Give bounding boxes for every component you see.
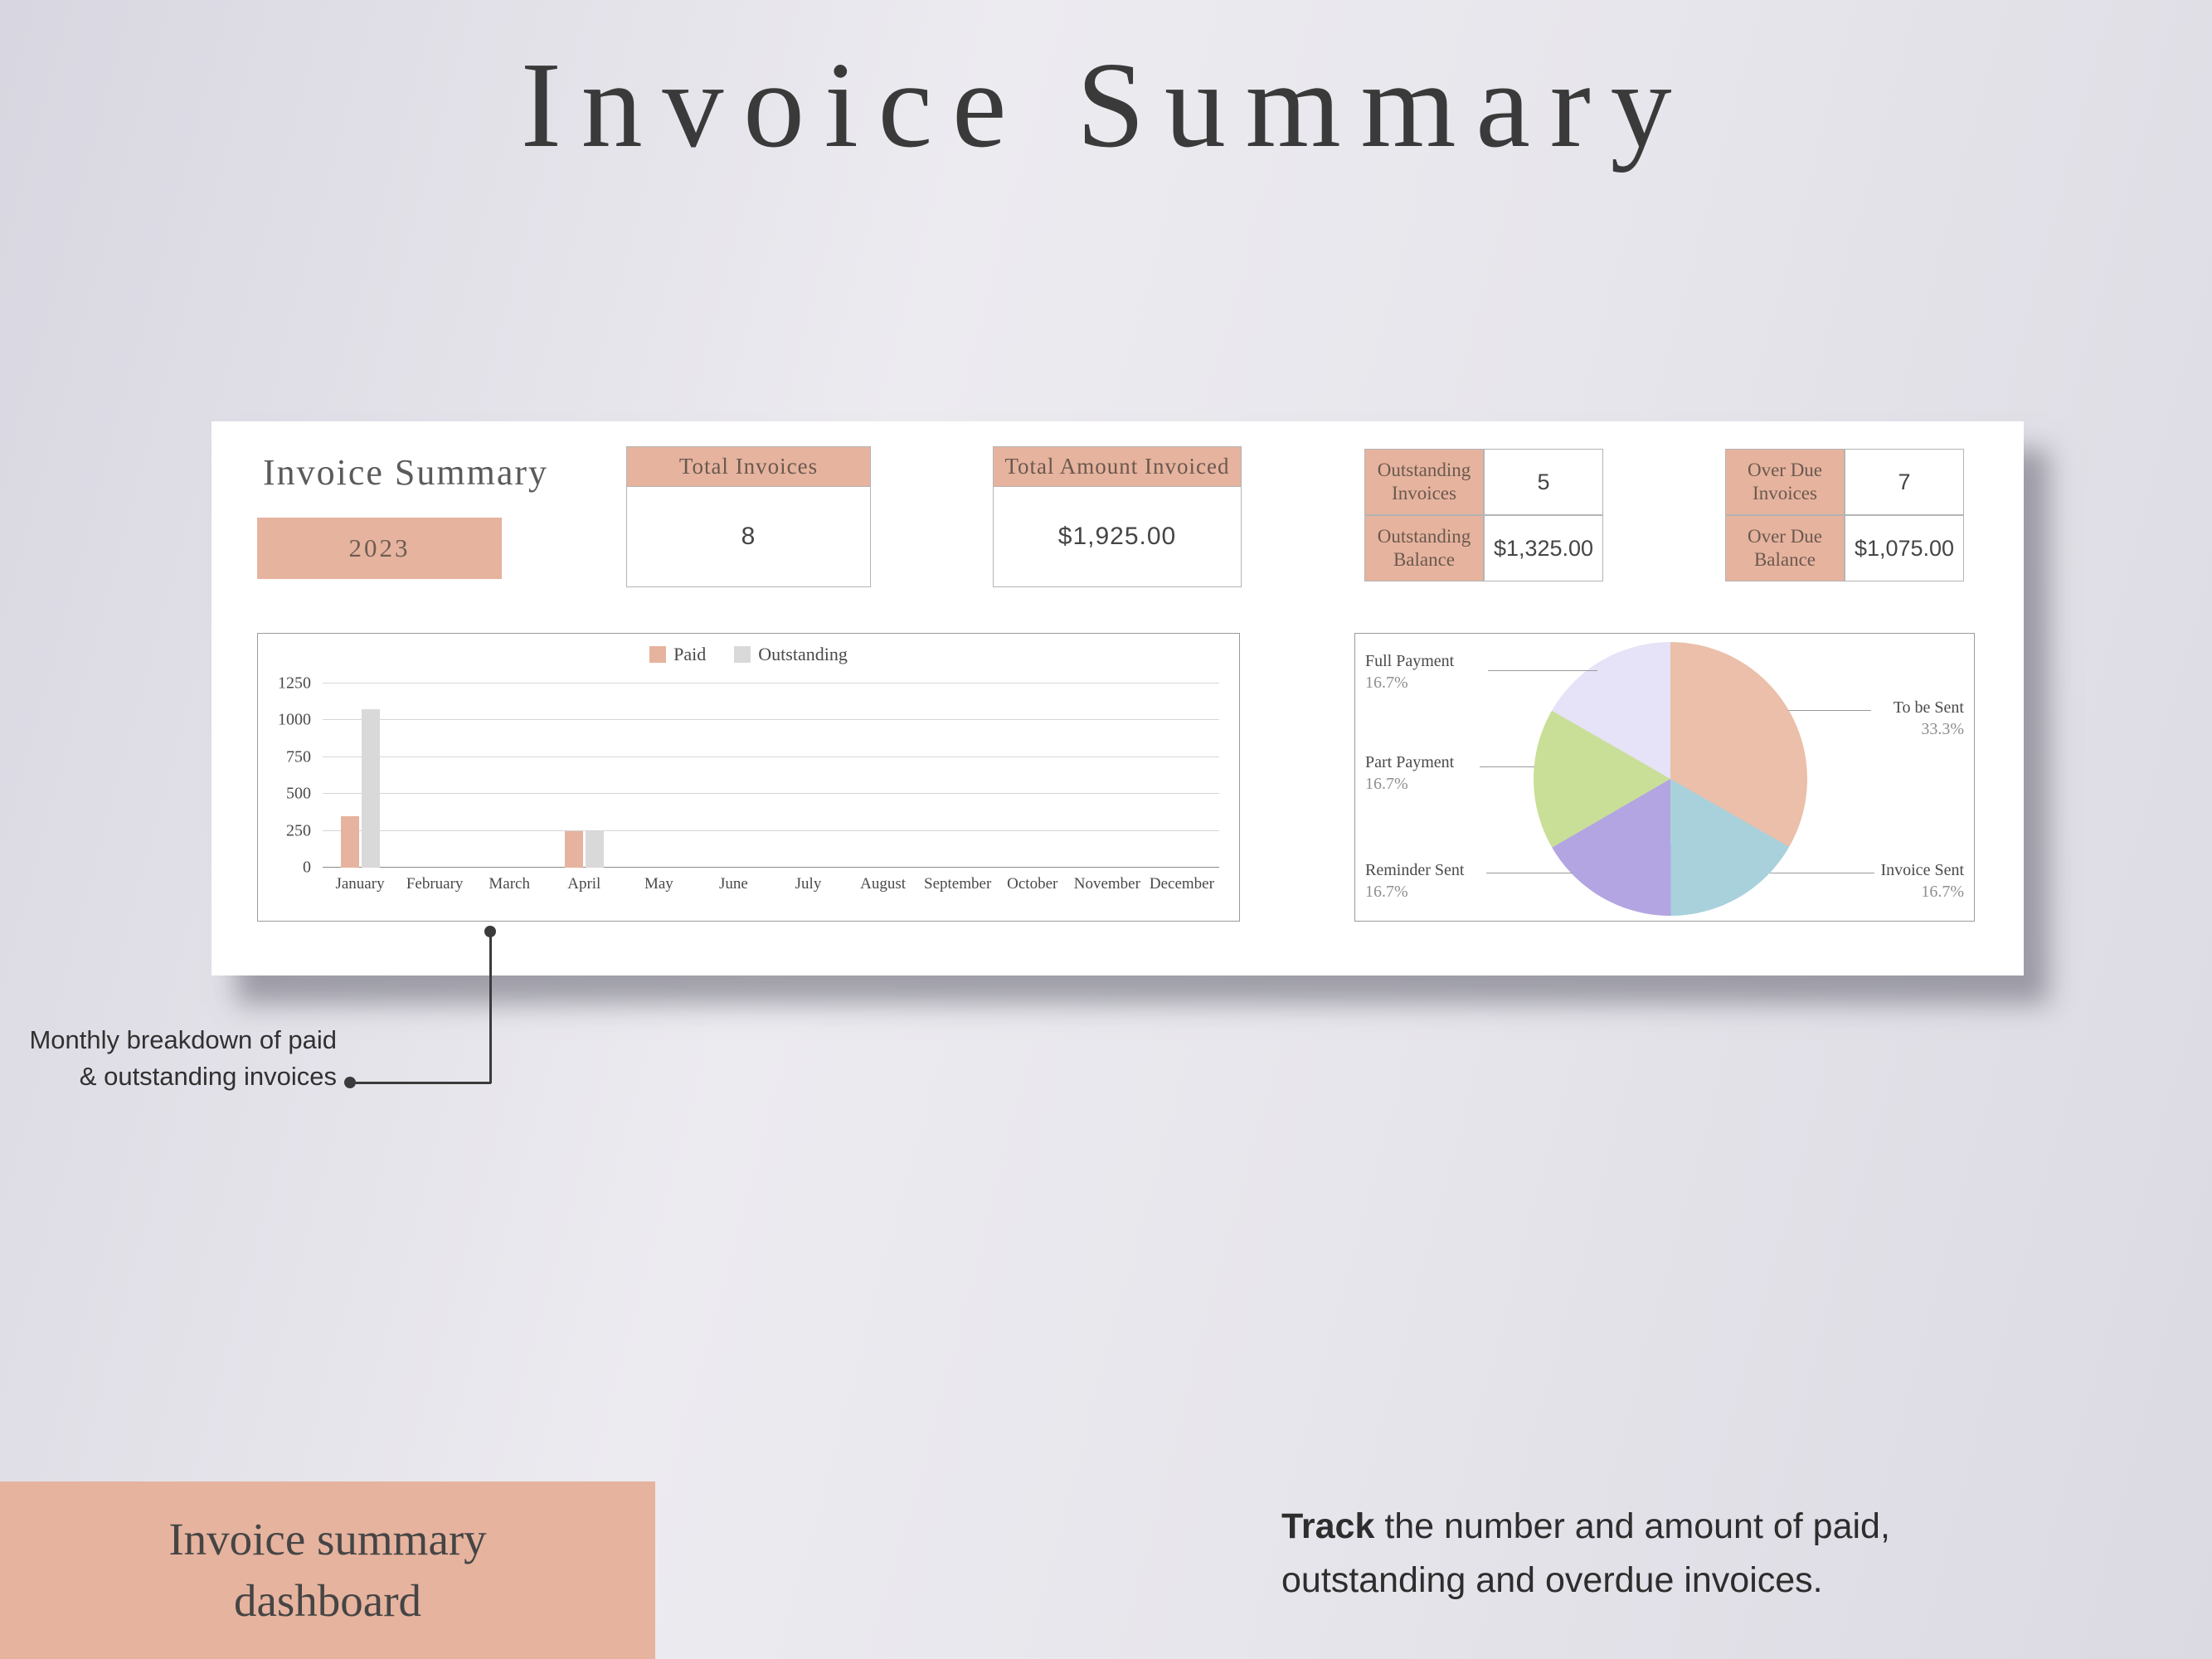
legend-item-outstanding: Outstanding [734,644,848,665]
month-label: July [795,875,822,893]
gridline [323,793,1219,795]
footer-label-box: Invoice summary dashboard [0,1481,655,1659]
total-invoices-value: 8 [741,523,756,550]
y-axis-tick: 750 [286,747,311,766]
month-column [547,684,621,868]
overdue-invoices-value: 7 [1845,449,1964,515]
footer-note: Track the number and amount of paid, out… [1281,1500,1978,1607]
footer-note-bold: Track [1281,1506,1375,1546]
x-axis-labels: January February March April May June July Augu… [323,868,1219,893]
month-column [621,684,696,868]
leader-line-full-payment [1488,670,1597,671]
y-axis-tick: 1000 [278,710,311,729]
legend-item-paid: Paid [649,644,706,665]
year-selector[interactable]: 2023 [257,518,502,579]
legend-label-paid: Paid [673,644,707,664]
month-column [921,684,995,868]
bar [361,709,380,868]
overdue-balance-label: Over Due Balance [1725,515,1845,581]
dashboard-heading: Invoice Summary [263,452,549,493]
month-label: March [489,875,530,893]
month-column [696,684,771,868]
dashboard-card: Invoice Summary 2023 Total Invoices 8 To… [211,421,2024,975]
pie-label-part-payment: Part Payment 16.7% [1365,753,1455,793]
total-invoices-card: Total Invoices 8 [626,446,871,587]
annotation-line-horizontal [350,1082,491,1084]
pie-label-to-be-sent: To be Sent 33.3% [1893,698,1964,738]
month-label: October [1007,875,1058,893]
month-label: August [860,875,907,893]
pie-circle [1534,642,1807,916]
month-column [472,684,547,868]
paid-swatch-icon [649,646,667,663]
leader-line-to-be-sent [1788,710,1871,711]
y-axis-tick: 250 [286,821,311,840]
footer-label: Invoice summary dashboard [168,1513,487,1626]
pie-label-reminder-sent: Reminder Sent 16.7% [1365,861,1465,901]
annotation-dot-end [344,1077,356,1088]
outstanding-invoices-value: 5 [1484,449,1603,515]
month-label: June [719,875,748,893]
page-title: Invoice Summary [520,37,1692,173]
overdue-balance-value: $1,075.00 [1845,515,1964,581]
pie-chart: Full Payment 16.7% To be Sent 33.3% Part… [1354,633,1975,922]
total-amount-value: $1,925.00 [1057,523,1177,550]
y-axis-tick: 1250 [278,674,311,693]
month-label: January [335,875,385,893]
month-label: November [1073,875,1140,893]
total-amount-label: Total Amount Invoiced [994,447,1241,487]
total-invoices-label: Total Invoices [627,447,870,487]
outstanding-stats: Outstanding Invoices 5 Outstanding Balan… [1364,449,1603,581]
month-column [323,684,397,868]
bar [585,830,604,868]
month-label: February [406,875,464,893]
footer-note-rest: the number and amount of paid, outstandi… [1281,1506,1890,1600]
legend-label-outstanding: Outstanding [758,644,848,664]
annotation-line-vertical [489,932,492,1083]
outstanding-balance-label: Outstanding Balance [1364,515,1484,581]
gridline [323,683,1219,684]
month-column [771,684,845,868]
month-column [1145,684,1219,868]
outstanding-invoices-label: Outstanding Invoices [1364,449,1484,515]
month-label: September [924,875,992,893]
gridline [323,867,1219,868]
pie-label-invoice-sent: Invoice Sent 16.7% [1880,861,1964,901]
pie-label-full-payment: Full Payment 16.7% [1365,652,1455,692]
gridline [323,830,1219,831]
bar [564,830,583,868]
leader-line-part-payment [1480,766,1534,767]
month-column [1070,684,1145,868]
month-column [397,684,472,868]
y-axis-tick: 0 [303,858,311,877]
y-axis-tick: 500 [286,784,311,803]
month-label: May [644,875,673,893]
month-column [846,684,921,868]
gridline [323,719,1219,721]
total-amount-card: Total Amount Invoiced $1,925.00 [993,446,1242,587]
chart-legend: Paid Outstanding [258,644,1239,665]
month-column [995,684,1070,868]
outstanding-balance-value: $1,325.00 [1484,515,1603,581]
month-label: April [567,875,601,893]
annotation-text: Monthly breakdown of paid & outstanding … [29,1025,337,1092]
bar-plot-area: 0 250 500 750 1000 1250 January February March Ap… [278,674,1219,893]
overdue-invoices-label: Over Due Invoices [1725,449,1845,515]
overdue-stats: Over Due Invoices 7 Over Due Balance $1,… [1725,449,1964,581]
bar-chart: Paid Outstanding 0 250 500 750 1000 1250 Janua… [257,633,1240,922]
outstanding-swatch-icon [734,646,751,663]
month-label: December [1149,875,1214,893]
bar [340,815,359,868]
bars-row [323,684,1219,868]
